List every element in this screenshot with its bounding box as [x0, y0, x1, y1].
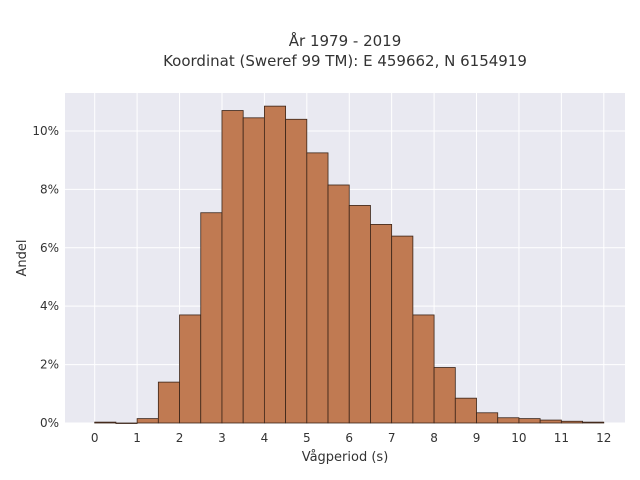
x-tick-label: 1	[133, 431, 141, 445]
histogram-bar	[242, 117, 265, 424]
histogram-bar	[285, 118, 308, 424]
histogram-bar	[115, 422, 138, 424]
x-tick-label: 2	[176, 431, 184, 445]
histogram-bar	[476, 412, 499, 424]
x-tick-label: 5	[303, 431, 311, 445]
histogram-bar	[454, 397, 477, 424]
histogram-bar	[179, 314, 202, 424]
x-tick-label: 12	[596, 431, 611, 445]
histogram-bar	[306, 152, 329, 424]
histogram-bar	[263, 105, 287, 424]
histogram-bar	[518, 418, 541, 424]
y-tick-label: 2%	[40, 358, 59, 372]
x-tick-label: 11	[554, 431, 569, 445]
x-tick-label: 7	[388, 431, 396, 445]
histogram-bar	[94, 421, 117, 424]
x-tick-label: 8	[430, 431, 438, 445]
y-tick-label: 8%	[40, 182, 59, 196]
histogram-bar	[497, 417, 520, 424]
y-tick-label: 4%	[40, 299, 59, 313]
histogram-bar	[370, 224, 393, 424]
histogram-bar	[348, 205, 371, 424]
y-tick-label: 0%	[40, 416, 59, 430]
histogram-bar	[200, 212, 223, 424]
histogram-bar	[221, 110, 244, 424]
x-tick-label: 6	[345, 431, 353, 445]
histogram-bar	[560, 420, 583, 424]
x-tick-label: 3	[218, 431, 226, 445]
x-tick-label: 10	[511, 431, 526, 445]
y-tick-label: 10%	[32, 124, 59, 138]
histogram-bar	[157, 381, 180, 424]
x-axis-label: Vågperiod (s)	[302, 450, 389, 465]
x-tick-label: 0	[91, 431, 99, 445]
y-tick-label: 6%	[40, 241, 59, 255]
histogram-bar	[136, 418, 159, 424]
histogram-bar	[412, 314, 435, 424]
x-tick-label: 9	[473, 431, 481, 445]
histogram-bar	[433, 367, 456, 424]
chart-subtitle: Koordinat (Sweref 99 TM): E 459662, N 61…	[163, 52, 527, 70]
histogram-bar	[391, 235, 414, 424]
tick-labels: 0 1 2 3 4 5 6 7 8 9 10 11 120%2%4%6%8%10%	[32, 124, 611, 445]
histogram-bar	[582, 421, 605, 424]
histogram-bar	[327, 184, 350, 424]
bars	[94, 105, 605, 424]
x-tick-label: 4	[261, 431, 269, 445]
histogram-bar	[539, 419, 562, 424]
chart-title: År 1979 - 2019	[289, 31, 402, 50]
y-axis-label: Andel	[15, 240, 30, 277]
